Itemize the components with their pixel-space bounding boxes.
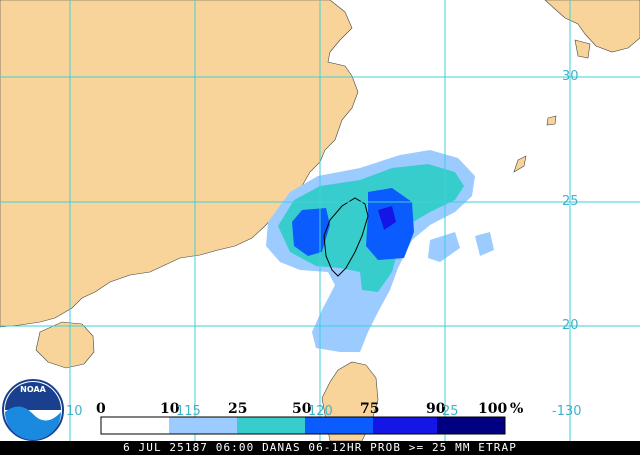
- legend-unit: %: [510, 401, 523, 417]
- lon-label-125: 25: [442, 404, 459, 419]
- lon-label-115: 115: [176, 404, 201, 419]
- japan-kyushu: [544, 0, 640, 53]
- legend-tick-0: 0: [96, 401, 106, 417]
- prob-75-90-speck: [378, 206, 396, 230]
- logo-text: NOAA: [20, 385, 46, 394]
- taiwan-island: [323, 197, 369, 277]
- legend-swatch-0-10: [101, 417, 169, 434]
- legend-tick-25: 25: [228, 401, 247, 417]
- legend-swatch-10-25: [169, 417, 237, 434]
- lat-lon-grid: [0, 0, 640, 441]
- legend-border: [100, 416, 506, 435]
- lon-label-120: 120: [308, 404, 333, 419]
- noaa-logo: NOAA: [2, 379, 64, 441]
- legend-swatch-75-90: [373, 417, 437, 434]
- legend-tick-90: 90: [426, 401, 446, 417]
- legend-tick-75: 75: [360, 401, 379, 417]
- legend-tick-10: 10: [160, 401, 180, 417]
- logo-wave: [5, 406, 61, 440]
- legend-swatch-90-100: [437, 417, 505, 434]
- legend: 0 10 25 50 75 90 100 %: [96, 401, 523, 435]
- lat-label-30: 30: [562, 69, 579, 84]
- okinawa-island: [513, 155, 527, 173]
- hainan-island: [35, 321, 95, 369]
- legend-swatch-25-50: [237, 417, 305, 434]
- lat-label-20: 20: [562, 318, 579, 333]
- legend-swatch-50-75: [305, 417, 373, 434]
- tanegashima-island: [574, 39, 591, 59]
- lon-label-110: 10: [66, 404, 83, 419]
- prob-10-25-speck: [475, 232, 494, 256]
- status-bar: 6 JUL 25187 06:00 DANAS 06-12HR PROB >= …: [0, 441, 640, 455]
- small-island: [546, 115, 557, 126]
- prob-10-25-band: [428, 232, 460, 262]
- lon-label-130: -130: [552, 404, 582, 419]
- lat-label-25: 25: [562, 194, 579, 209]
- legend-tick-100: 100: [478, 401, 507, 417]
- logo-sky: [5, 382, 61, 410]
- legend-tick-50: 50: [292, 401, 312, 417]
